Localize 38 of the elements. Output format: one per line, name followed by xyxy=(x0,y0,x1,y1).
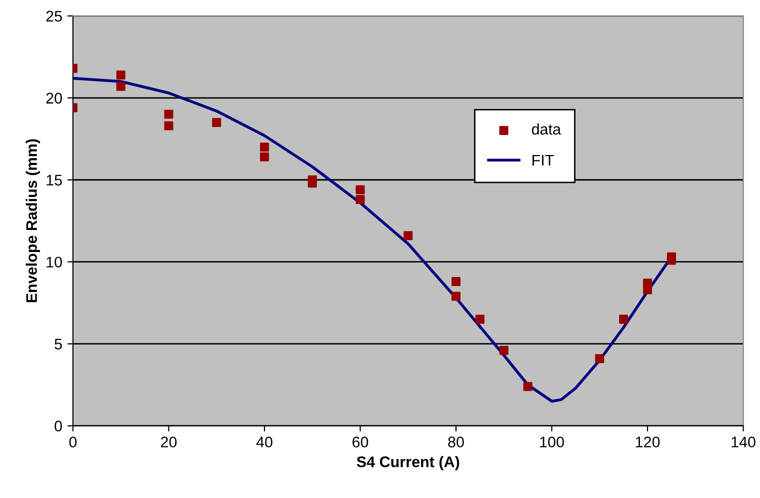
point xyxy=(475,314,484,324)
point xyxy=(666,256,676,265)
legend-label: FIT xyxy=(532,155,554,166)
y-tick-label: 10 xyxy=(46,256,62,268)
x-tick-label: 60 xyxy=(352,436,368,448)
y-axis-title: Envelope Radius (mm) xyxy=(26,139,40,302)
point xyxy=(595,354,604,364)
point xyxy=(164,121,174,130)
x-tick-label: 40 xyxy=(256,436,272,448)
point xyxy=(116,82,126,91)
point xyxy=(523,382,532,391)
legend-label: data xyxy=(532,123,562,135)
point xyxy=(212,118,222,127)
x-tick-label: 140 xyxy=(732,436,756,448)
x-axis-title: S4 Current (A) xyxy=(356,456,460,470)
x-tick-label: 0 xyxy=(69,436,77,448)
point xyxy=(619,314,628,324)
point xyxy=(499,346,508,355)
point xyxy=(643,285,652,294)
point xyxy=(452,292,460,301)
point xyxy=(308,178,317,188)
point xyxy=(404,231,413,240)
point xyxy=(116,70,126,80)
y-tick-label: 15 xyxy=(46,174,62,186)
x-tick-label: 100 xyxy=(540,436,564,448)
point xyxy=(356,195,365,204)
point xyxy=(452,277,460,286)
y-tick-label: 25 xyxy=(46,10,62,22)
point xyxy=(260,142,269,152)
x-tick-label: 120 xyxy=(636,436,660,448)
y-tick-label: 5 xyxy=(54,338,62,350)
point xyxy=(260,152,269,162)
x-tick-label: 80 xyxy=(448,436,464,448)
point xyxy=(164,110,174,119)
point xyxy=(356,185,365,194)
y-tick-label: 20 xyxy=(46,92,62,104)
x-tick-label: 20 xyxy=(160,436,177,448)
y-tick-label: 0 xyxy=(54,420,62,432)
